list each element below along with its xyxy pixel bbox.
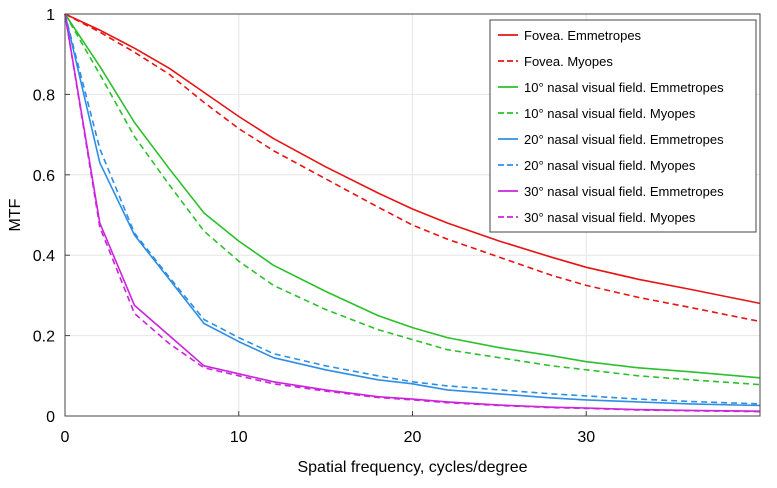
- series-lines: [64, 13, 761, 413]
- y-tick-label: 0.4: [33, 248, 55, 265]
- x-axis-label: Spatial frequency, cycles/degree: [297, 459, 527, 476]
- legend-entry-label: 30° nasal visual field. Emmetropes: [524, 184, 724, 199]
- x-tick-label: 10: [230, 429, 248, 446]
- legend-entry-label: 20° nasal visual field. Myopes: [524, 158, 696, 173]
- legend-box: [489, 19, 757, 233]
- legend-entry-label: 10° nasal visual field. Emmetropes: [524, 80, 724, 95]
- series-line-5: [64, 13, 761, 407]
- legend-entry-label: 30° nasal visual field. Myopes: [524, 210, 696, 225]
- legend: Fovea. Emmetropes Fovea. Myopes 10° nasal …: [489, 19, 757, 233]
- y-tick-label: 0.8: [33, 87, 55, 104]
- x-tick-label: 20: [404, 429, 422, 446]
- legend-entry-label: Fovea. Emmetropes: [524, 28, 642, 43]
- y-axis-label: MTF: [7, 198, 24, 231]
- y-tick-label: 0.6: [33, 168, 55, 185]
- legend-entry-label: 10° nasal visual field. Myopes: [524, 106, 696, 121]
- series-line-4: [64, 13, 761, 386]
- y-tick-label: 1: [46, 7, 55, 24]
- series-line-1: [64, 13, 761, 305]
- y-tick-label: 0.2: [33, 329, 55, 346]
- legend-entry-label: Fovea. Myopes: [524, 54, 613, 69]
- axis-ticks: 0 10 20 30 0 0.2 0.4 0.6 0.8 1: [33, 7, 596, 446]
- series-line-6: [64, 13, 761, 405]
- x-tick-label: 30: [577, 429, 595, 446]
- x-tick-label: 0: [61, 429, 70, 446]
- series-line-3: [64, 13, 761, 379]
- series-line-8: [64, 13, 761, 413]
- legend-entry-label: 20° nasal visual field. Emmetropes: [524, 132, 724, 147]
- y-tick-label: 0: [46, 409, 55, 426]
